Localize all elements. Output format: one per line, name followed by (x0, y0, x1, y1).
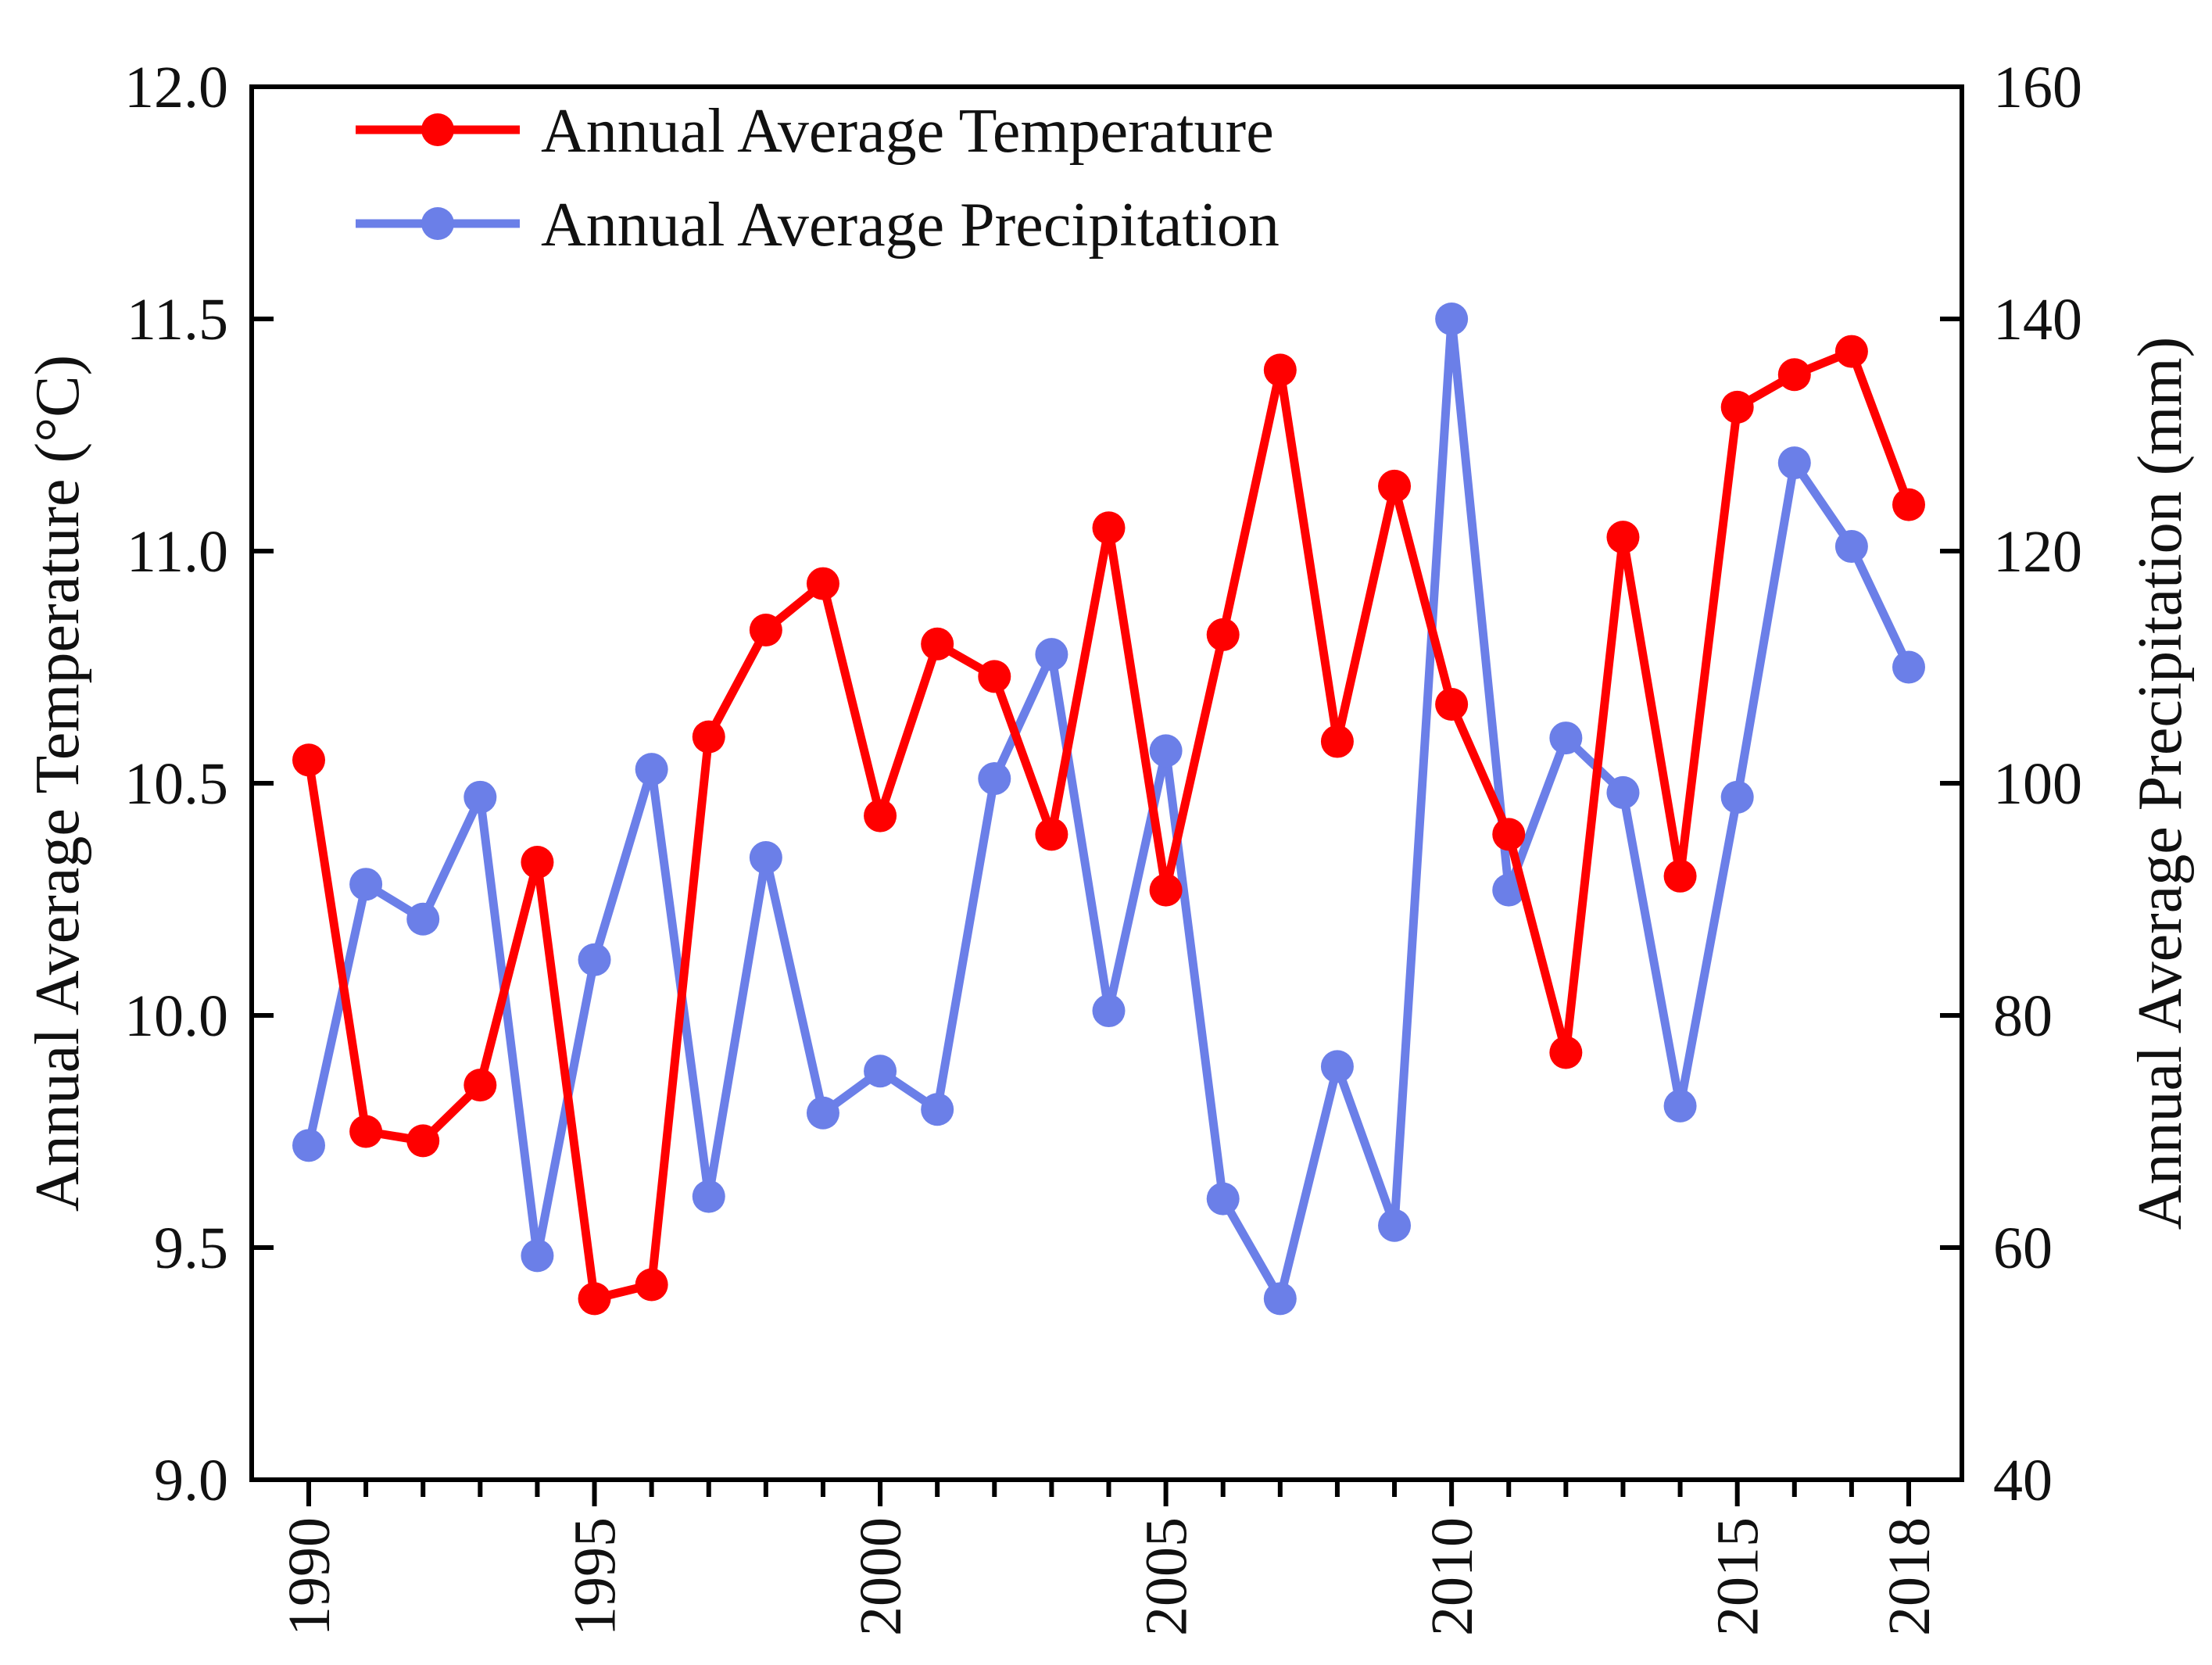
data-point-precipitation (864, 1054, 897, 1087)
x-axis-tick-label: 1990 (277, 1517, 342, 1636)
data-point-temperature (1778, 358, 1811, 391)
right-axis-tick-label: 80 (1993, 983, 2053, 1049)
data-point-temperature (1378, 470, 1411, 503)
data-point-temperature (1321, 725, 1354, 758)
data-point-temperature (464, 1069, 496, 1101)
x-axis-tick-label: 1995 (563, 1517, 628, 1636)
data-point-temperature (864, 800, 897, 832)
series-temperature (292, 335, 1925, 1316)
data-point-temperature (1207, 618, 1240, 651)
data-point-precipitation (1778, 446, 1811, 479)
data-point-temperature (578, 1282, 611, 1315)
left-axis-tick-labels: 9.0 9.5 10.0 10.5 11.0 11.5 12.0 (124, 55, 228, 1513)
data-point-precipitation (521, 1239, 553, 1272)
data-point-precipitation (349, 868, 382, 901)
data-point-precipitation (1321, 1050, 1354, 1083)
data-point-temperature (750, 614, 782, 646)
data-point-temperature (292, 743, 325, 776)
data-point-precipitation (978, 762, 1011, 795)
x-axis-tick-label: 2018 (1877, 1517, 1942, 1636)
data-point-temperature (1035, 818, 1068, 850)
data-point-temperature (1492, 818, 1525, 850)
data-point-temperature (921, 628, 954, 661)
data-point-precipitation (1093, 994, 1126, 1027)
data-point-temperature (406, 1124, 439, 1157)
right-axis-tick-label: 60 (1993, 1216, 2053, 1281)
data-point-temperature (1892, 489, 1925, 521)
x-axis-tick-label: 2010 (1419, 1517, 1485, 1636)
left-axis-tick-label: 12.0 (124, 55, 228, 120)
data-point-precipitation (1207, 1183, 1240, 1216)
data-point-precipitation (1721, 781, 1754, 814)
data-point-temperature (635, 1269, 668, 1302)
data-point-temperature (1435, 688, 1468, 721)
legend-label-temperature: Annual Average Temperature (541, 97, 1274, 166)
data-point-temperature (521, 846, 553, 879)
series-line-temperature (309, 352, 1909, 1299)
series-precipitation (292, 303, 1925, 1315)
data-point-precipitation (1264, 1282, 1297, 1315)
chart-canvas: 9.0 9.5 10.0 10.5 11.0 11.5 12.0 40 60 80 100 120 1… (0, 0, 2212, 1661)
right-axis-tick-labels: 40 60 80 100 120 140 160 (1993, 55, 2082, 1513)
data-point-temperature (1606, 521, 1639, 553)
data-point-temperature (1549, 1037, 1582, 1069)
data-point-temperature (1664, 860, 1697, 893)
left-axis-tick-label: 10.5 (124, 751, 228, 817)
left-axis-tick-label: 9.5 (154, 1216, 228, 1281)
left-axis-title: Annual Average Temperature (°C) (23, 355, 92, 1212)
x-axis-tick-label: 2015 (1706, 1517, 1771, 1636)
legend-marker-precipitation (421, 207, 454, 240)
x-axis-tick-label: 2000 (848, 1517, 914, 1636)
data-point-precipitation (1435, 303, 1468, 335)
legend-marker-temperature (421, 113, 454, 146)
data-point-temperature (1835, 335, 1868, 368)
legend: Annual Average Temperature Annual Averag… (356, 97, 1280, 260)
x-axis-tick-label: 2005 (1134, 1517, 1200, 1636)
data-point-precipitation (1892, 651, 1925, 684)
axis-ticks (252, 87, 1962, 1506)
right-axis-tick-label: 160 (1993, 55, 2082, 120)
legend-label-precipitation: Annual Average Precipitation (541, 191, 1280, 260)
plot-area-frame (252, 87, 1962, 1480)
left-axis-tick-label: 11.5 (127, 287, 228, 353)
data-point-precipitation (578, 944, 611, 976)
data-point-temperature (1093, 511, 1126, 544)
dual-axis-line-chart: 9.0 9.5 10.0 10.5 11.0 11.5 12.0 40 60 80 100 120 1… (0, 0, 2212, 1661)
left-axis-tick-label: 11.0 (127, 519, 228, 585)
data-point-precipitation (406, 903, 439, 936)
data-point-precipitation (635, 753, 668, 786)
data-point-precipitation (1606, 776, 1639, 809)
data-point-precipitation (750, 841, 782, 874)
data-point-precipitation (1664, 1090, 1697, 1123)
data-point-precipitation (807, 1097, 839, 1130)
left-axis-tick-label: 9.0 (154, 1448, 228, 1513)
data-point-precipitation (1035, 638, 1068, 671)
data-point-temperature (1721, 391, 1754, 424)
right-axis-title: Annual Average Precipitation (mm) (2126, 337, 2195, 1230)
data-point-temperature (978, 660, 1011, 693)
data-point-precipitation (464, 781, 496, 814)
series-layer (292, 303, 1925, 1315)
x-axis-tick-labels: 1990 1995 2000 2005 2010 2015 2018 (277, 1517, 1942, 1636)
data-point-temperature (349, 1115, 382, 1148)
right-axis-tick-label: 140 (1993, 287, 2082, 353)
right-axis-tick-label: 40 (1993, 1448, 2053, 1513)
data-point-temperature (1150, 874, 1183, 907)
data-point-precipitation (1150, 734, 1183, 767)
data-point-precipitation (292, 1129, 325, 1162)
right-axis-tick-label: 120 (1993, 519, 2082, 585)
data-point-temperature (693, 721, 725, 754)
right-axis-tick-label: 100 (1993, 751, 2082, 817)
data-point-precipitation (1835, 530, 1868, 563)
data-point-precipitation (1378, 1209, 1411, 1242)
left-axis-tick-label: 10.0 (124, 983, 228, 1049)
data-point-precipitation (921, 1093, 954, 1126)
data-point-precipitation (1549, 722, 1582, 754)
data-point-temperature (1264, 353, 1297, 386)
data-point-precipitation (693, 1180, 725, 1213)
data-point-temperature (807, 568, 839, 600)
